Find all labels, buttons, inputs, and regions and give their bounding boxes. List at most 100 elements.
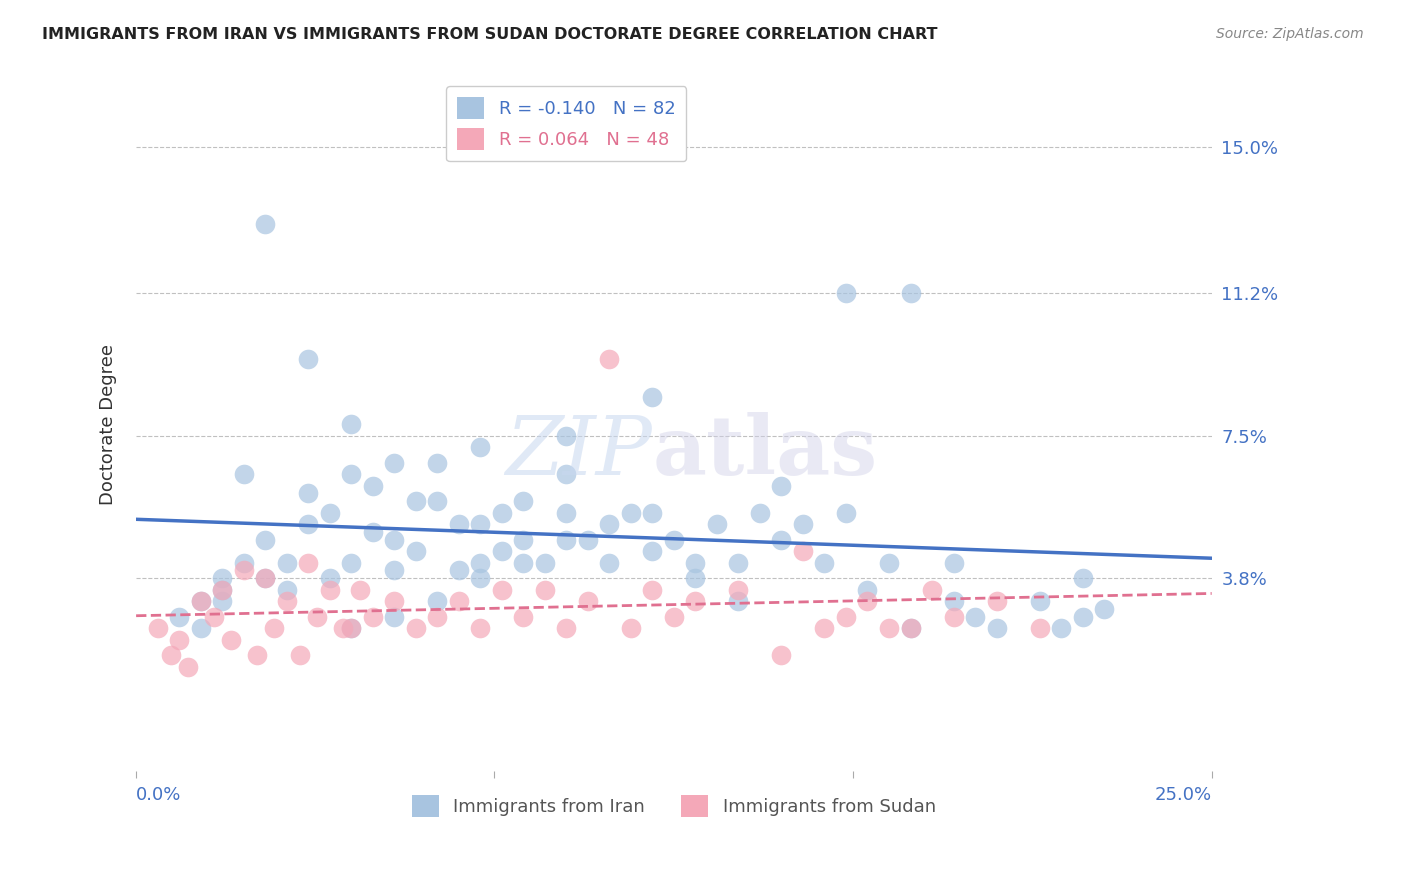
Point <box>533 556 555 570</box>
Point <box>813 556 835 570</box>
Point <box>340 556 363 570</box>
Point <box>232 563 254 577</box>
Point <box>470 440 492 454</box>
Text: IMMIGRANTS FROM IRAN VS IMMIGRANTS FROM SUDAN DOCTORATE DEGREE CORRELATION CHART: IMMIGRANTS FROM IRAN VS IMMIGRANTS FROM … <box>42 27 938 42</box>
Point <box>340 467 363 482</box>
Point <box>340 417 363 431</box>
Point <box>276 594 298 608</box>
Point <box>211 582 233 597</box>
Point <box>190 621 212 635</box>
Point <box>727 594 749 608</box>
Point <box>900 621 922 635</box>
Point <box>792 517 814 532</box>
Text: ZIP: ZIP <box>506 412 652 491</box>
Point <box>835 609 858 624</box>
Point <box>254 217 277 231</box>
Point <box>641 390 664 404</box>
Point <box>470 571 492 585</box>
Point <box>254 571 277 585</box>
Legend: Immigrants from Iran, Immigrants from Sudan: Immigrants from Iran, Immigrants from Su… <box>405 788 943 824</box>
Point <box>426 609 449 624</box>
Point <box>254 533 277 547</box>
Point <box>447 594 470 608</box>
Point <box>167 609 190 624</box>
Point <box>555 533 578 547</box>
Point <box>319 582 342 597</box>
Point <box>202 609 225 624</box>
Point <box>245 648 267 662</box>
Point <box>900 286 922 301</box>
Point <box>512 556 534 570</box>
Point <box>319 571 342 585</box>
Point <box>211 582 233 597</box>
Point <box>512 533 534 547</box>
Text: 25.0%: 25.0% <box>1154 786 1212 804</box>
Point <box>361 524 384 539</box>
Point <box>555 506 578 520</box>
Point <box>288 648 311 662</box>
Point <box>1071 571 1094 585</box>
Point <box>382 594 405 608</box>
Point <box>555 621 578 635</box>
Point <box>877 621 900 635</box>
Point <box>447 517 470 532</box>
Point <box>598 351 620 366</box>
Text: 0.0%: 0.0% <box>136 786 181 804</box>
Point <box>167 632 190 647</box>
Text: Source: ZipAtlas.com: Source: ZipAtlas.com <box>1216 27 1364 41</box>
Point <box>620 506 643 520</box>
Point <box>447 563 470 577</box>
Point <box>470 621 492 635</box>
Point <box>305 609 328 624</box>
Point <box>598 556 620 570</box>
Point <box>986 621 1008 635</box>
Point <box>856 594 879 608</box>
Point <box>942 556 965 570</box>
Point <box>177 659 200 673</box>
Point <box>263 621 285 635</box>
Point <box>297 486 319 500</box>
Point <box>349 582 371 597</box>
Point <box>1092 602 1115 616</box>
Point <box>512 609 534 624</box>
Point <box>232 556 254 570</box>
Point <box>405 494 427 508</box>
Point <box>727 582 749 597</box>
Point <box>835 286 858 301</box>
Y-axis label: Doctorate Degree: Doctorate Degree <box>100 343 117 505</box>
Point <box>921 582 943 597</box>
Point <box>332 621 354 635</box>
Point <box>555 467 578 482</box>
Point <box>706 517 728 532</box>
Point <box>276 582 298 597</box>
Point <box>219 632 242 647</box>
Point <box>555 428 578 442</box>
Point <box>470 517 492 532</box>
Point <box>470 556 492 570</box>
Point <box>382 456 405 470</box>
Point <box>491 544 513 558</box>
Point <box>770 478 793 492</box>
Point <box>340 621 363 635</box>
Point <box>685 571 707 585</box>
Point <box>340 621 363 635</box>
Point <box>190 594 212 608</box>
Point <box>877 556 900 570</box>
Point <box>1071 609 1094 624</box>
Point <box>297 556 319 570</box>
Point <box>1028 621 1050 635</box>
Point <box>685 594 707 608</box>
Point <box>900 621 922 635</box>
Point <box>1050 621 1073 635</box>
Point <box>727 556 749 570</box>
Point <box>146 621 169 635</box>
Text: atlas: atlas <box>652 412 877 491</box>
Point <box>361 478 384 492</box>
Point <box>770 533 793 547</box>
Point <box>576 594 599 608</box>
Point <box>576 533 599 547</box>
Point <box>382 609 405 624</box>
Point <box>1028 594 1050 608</box>
Point <box>491 582 513 597</box>
Point <box>382 563 405 577</box>
